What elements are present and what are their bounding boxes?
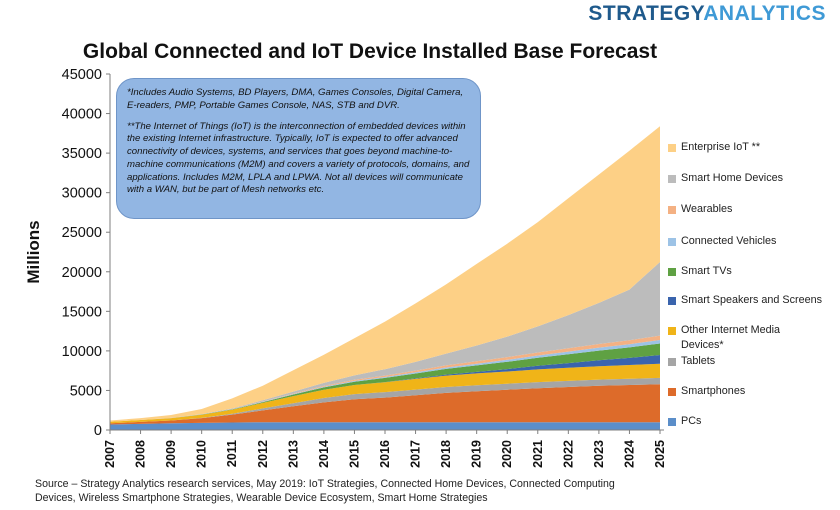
legend-item: Tablets: [668, 354, 715, 369]
area-connected-vehicles: [110, 340, 660, 422]
legend-label: PCs: [681, 415, 702, 427]
y-tick-label: 15000: [62, 304, 102, 320]
legend-item: Smart Home Devices: [668, 171, 783, 186]
x-tick-label: 2016: [378, 440, 392, 468]
legend-item: Enterprise IoT **: [668, 140, 760, 155]
x-tick-label: 2025: [653, 440, 667, 468]
y-tick-label: 30000: [62, 186, 102, 202]
legend-swatch: [668, 268, 676, 276]
footnote-devices: *Includes Audio Systems, BD Players, DMA…: [127, 87, 464, 111]
x-tick-label: 2007: [103, 440, 117, 468]
x-tick-label: 2021: [531, 440, 545, 468]
x-tick-label: 2017: [409, 440, 423, 468]
y-tick-label: 20000: [62, 265, 102, 281]
y-tick-label: 45000: [62, 67, 102, 83]
area-other-internet-media-devices: [110, 363, 660, 424]
x-tick-label: 2011: [225, 440, 239, 467]
y-tick-label: 40000: [62, 107, 102, 123]
y-tick-label: 35000: [62, 146, 102, 162]
x-tick-label: 2019: [470, 440, 484, 468]
y-tick-label: 25000: [62, 225, 102, 241]
legend-item: Smartphones: [668, 384, 745, 399]
source-note: Source – Strategy Analytics research ser…: [35, 478, 615, 504]
brand-part2: ANALYTICS: [703, 2, 826, 25]
footnote-box: *Includes Audio Systems, BD Players, DMA…: [116, 78, 481, 219]
area-enterprise-iot: [110, 126, 660, 422]
area-tablets: [110, 377, 660, 424]
area-pcs: [110, 422, 660, 430]
x-tick-label: 2022: [561, 440, 575, 468]
area-smart-tvs: [110, 343, 660, 422]
legend-swatch: [668, 238, 676, 246]
x-tick-label: 2014: [317, 440, 331, 468]
legend-label: Connected Vehicles: [681, 235, 777, 247]
legend-swatch: [668, 327, 676, 335]
area-smartphones: [110, 384, 660, 425]
brand-part1: STRATEGY: [588, 2, 704, 25]
x-tick-label: 2009: [164, 440, 178, 468]
area-wearables: [110, 335, 660, 422]
y-tick-label: 10000: [62, 344, 102, 360]
legend-label: Tablets: [681, 355, 716, 367]
legend-label: Wearables: [681, 203, 733, 215]
x-tick-label: 2013: [286, 440, 300, 468]
brand-logo: STRATEGYANALYTICS: [588, 2, 826, 26]
legend-swatch: [668, 418, 676, 426]
area-smart-home-devices: [110, 262, 660, 422]
legend-item: Other Internet Media Devices*: [668, 323, 811, 352]
chart-title: Global Connected and IoT Device Installe…: [82, 40, 658, 63]
legend-label: Smart TVs: [681, 265, 732, 277]
legend-swatch: [668, 297, 676, 305]
legend-swatch: [668, 358, 676, 366]
x-tick-label: 2018: [439, 440, 453, 468]
legend-item: Connected Vehicles: [668, 234, 776, 249]
area-smart-speakers-and-screens: [110, 355, 660, 422]
legend-label: Enterprise IoT **: [681, 141, 761, 153]
legend-swatch: [668, 175, 676, 183]
legend-label: Smart Home Devices: [681, 172, 783, 184]
x-tick-label: 2008: [134, 440, 148, 468]
legend-item: Wearables: [668, 202, 732, 217]
legend-label: Smartphones: [681, 385, 746, 397]
legend-swatch: [668, 388, 676, 396]
y-tick-label: 0: [94, 423, 102, 439]
x-tick-label: 2024: [622, 440, 636, 468]
y-axis-label: Millions: [24, 220, 43, 284]
x-tick-label: 2020: [500, 440, 514, 468]
legend-label: Other Internet Media Devices*: [681, 324, 781, 351]
legend-item: PCs: [668, 414, 701, 429]
legend-item: Smart TVs: [668, 264, 732, 279]
legend-item: Smart Speakers and Screens: [668, 293, 822, 308]
y-tick-label: 5000: [70, 383, 102, 399]
legend-swatch: [668, 144, 676, 152]
x-tick-label: 2010: [195, 440, 209, 468]
legend-swatch: [668, 206, 676, 214]
legend-label: Smart Speakers and Screens: [681, 294, 823, 306]
x-tick-label: 2012: [256, 440, 270, 468]
footnote-iot: **The Internet of Things (IoT) is the in…: [127, 120, 470, 196]
x-tick-label: 2023: [592, 440, 606, 468]
x-tick-label: 2015: [347, 440, 361, 468]
